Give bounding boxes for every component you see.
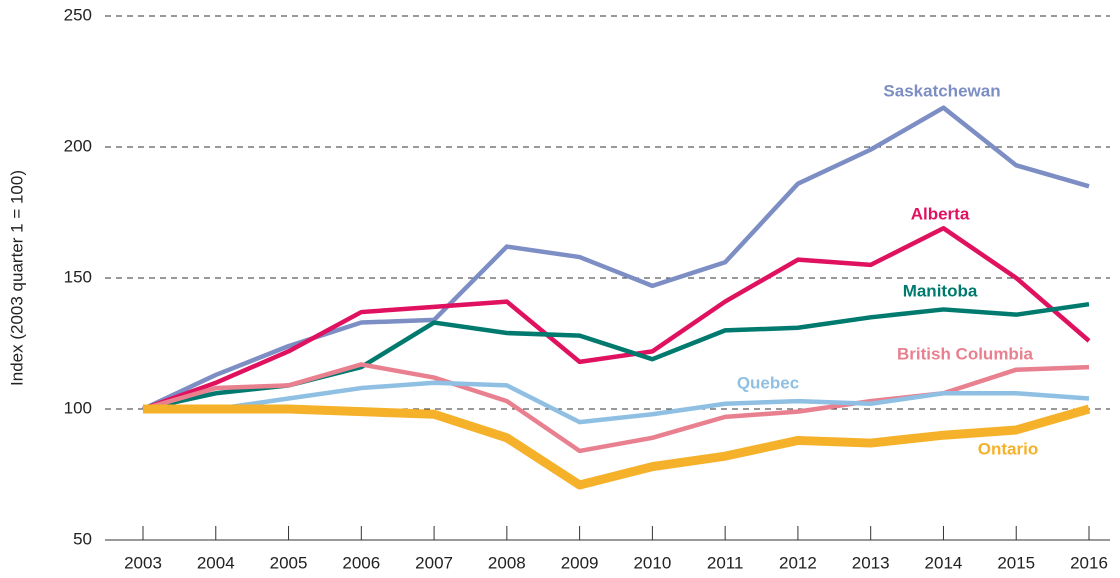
series-line: [142, 105, 1090, 412]
series-label: Alberta: [911, 204, 970, 223]
series-label: Quebec: [737, 373, 799, 392]
y-tick-label: 50: [73, 529, 92, 548]
y-tick-label: 200: [64, 136, 92, 155]
x-tick-label: 2011: [707, 553, 744, 572]
x-tick-label: 2015: [997, 553, 1035, 572]
x-tick-label: 2007: [415, 553, 453, 572]
series-line: [142, 225, 1091, 412]
y-tick-label: 250: [64, 5, 92, 24]
series-label: British Columbia: [897, 344, 1034, 363]
series-label: Saskatchewan: [883, 81, 1000, 100]
x-tick-label: 2003: [124, 553, 162, 572]
x-tick-label: 2010: [633, 553, 671, 572]
y-axis-label: Index (2003 quarter 1 = 100): [7, 170, 26, 386]
x-tick-label: 2016: [1070, 553, 1108, 572]
y-tick-label: 150: [64, 267, 92, 286]
series-label: Manitoba: [903, 281, 978, 300]
x-tick-label: 2006: [342, 553, 380, 572]
x-tick-label: 2008: [488, 553, 526, 572]
x-tick-label: 2014: [925, 553, 963, 572]
x-tick-label: 2012: [779, 553, 817, 572]
x-tick-label: 2013: [852, 553, 890, 572]
x-tick-label: 2004: [197, 553, 235, 572]
series-label: Ontario: [978, 439, 1038, 458]
series-line: [143, 380, 1090, 425]
x-tick-label: 2009: [561, 553, 599, 572]
y-tick-label: 100: [64, 398, 92, 417]
series-line: [143, 404, 1091, 490]
x-tick-label: 2005: [270, 553, 308, 572]
